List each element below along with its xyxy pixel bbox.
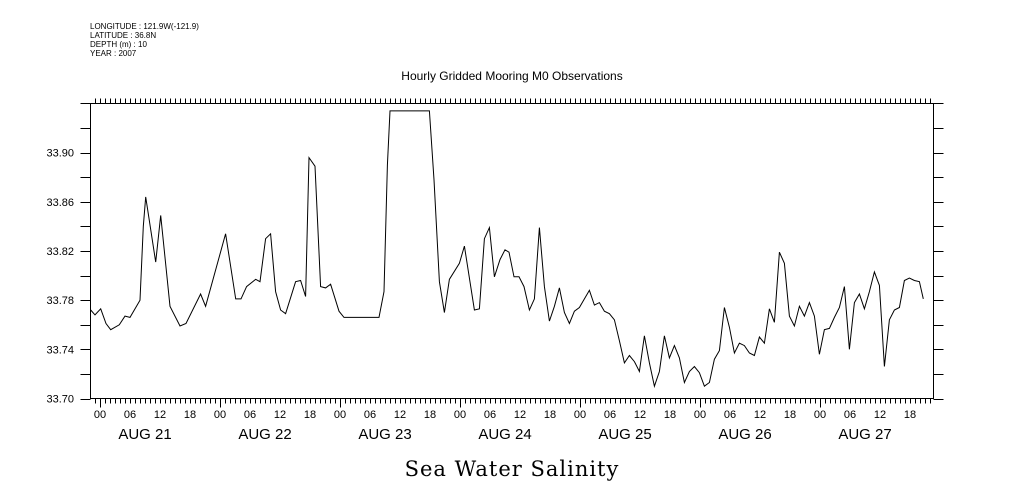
x-day-label: AUG 27 xyxy=(838,426,891,443)
x-hour-label: 06 xyxy=(604,409,616,421)
x-day-label: AUG 25 xyxy=(598,426,651,443)
x-hour-label: 12 xyxy=(274,409,286,421)
x-hour-label: 18 xyxy=(544,409,556,421)
x-day-label: AUG 26 xyxy=(718,426,771,443)
x-hour-label: 00 xyxy=(574,409,586,421)
x-hour-label: 00 xyxy=(694,409,706,421)
y-tick-label: 33.78 xyxy=(46,295,74,307)
y-tick-label: 33.82 xyxy=(46,246,74,258)
x-hour-label: 06 xyxy=(484,409,496,421)
x-day-label: AUG 23 xyxy=(358,426,411,443)
longitude-label: LONGITUDE : 121.9W(-121.9) xyxy=(90,22,199,31)
y-tick-label: 33.74 xyxy=(46,344,74,356)
x-hour-label: 06 xyxy=(844,409,856,421)
x-hour-label: 00 xyxy=(814,409,826,421)
x-day-label: AUG 24 xyxy=(478,426,531,443)
x-hour-label: 00 xyxy=(94,409,106,421)
x-hour-label: 00 xyxy=(454,409,466,421)
x-day-label: AUG 22 xyxy=(238,426,291,443)
x-axis-label: Sea Water Salinity xyxy=(405,457,620,481)
x-hour-label: 18 xyxy=(184,409,196,421)
x-hour-label: 12 xyxy=(154,409,166,421)
x-hour-label: 06 xyxy=(124,409,136,421)
x-hour-label: 18 xyxy=(304,409,316,421)
x-hour-label: 18 xyxy=(424,409,436,421)
x-hour-label: 12 xyxy=(874,409,886,421)
y-tick-label: 33.86 xyxy=(46,197,74,209)
x-day-label: AUG 21 xyxy=(118,426,171,443)
latitude-label: LATITUDE : 36.8N xyxy=(90,31,157,40)
x-hour-label: 18 xyxy=(904,409,916,421)
x-hour-label: 06 xyxy=(724,409,736,421)
y-tick-label: 33.70 xyxy=(46,394,74,406)
salinity-line xyxy=(90,110,924,389)
x-hour-label: 00 xyxy=(214,409,226,421)
x-hour-label: 18 xyxy=(664,409,676,421)
x-hour-label: 12 xyxy=(394,409,406,421)
year-label: YEAR : 2007 xyxy=(90,49,137,58)
metadata-block: LONGITUDE : 121.9W(-121.9) LATITUDE : 36… xyxy=(90,22,199,58)
x-hour-label: 12 xyxy=(754,409,766,421)
plot-frame xyxy=(90,103,934,399)
x-hour-label: 18 xyxy=(784,409,796,421)
chart-title: Hourly Gridded Mooring M0 Observations xyxy=(401,69,622,83)
x-hour-label: 12 xyxy=(514,409,526,421)
x-hour-label: 12 xyxy=(634,409,646,421)
x-hour-label: 00 xyxy=(334,409,346,421)
depth-label: DEPTH (m) : 10 xyxy=(90,40,147,49)
x-hour-label: 06 xyxy=(244,409,256,421)
y-tick-label: 33.90 xyxy=(46,148,74,160)
x-hour-label: 06 xyxy=(364,409,376,421)
